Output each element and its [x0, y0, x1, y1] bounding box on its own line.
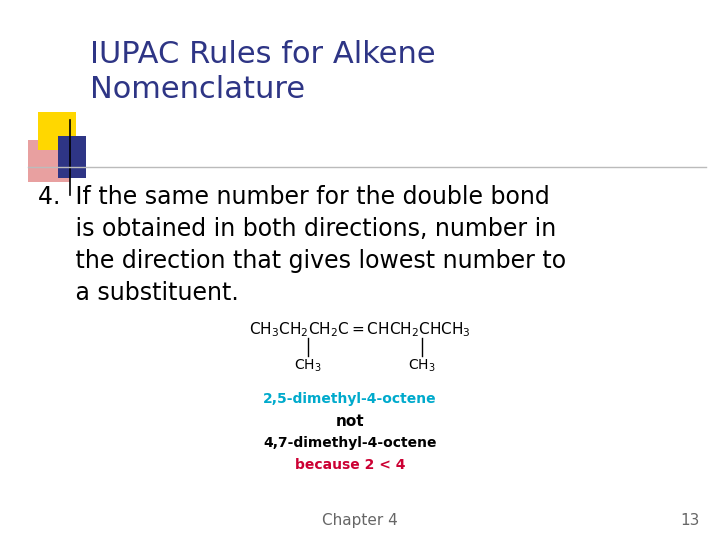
Text: $\mathregular{CH_3}$: $\mathregular{CH_3}$ [408, 358, 436, 374]
Text: 13: 13 [680, 513, 700, 528]
Text: Nomenclature: Nomenclature [90, 75, 305, 104]
Text: 4,7-dimethyl-4-octene: 4,7-dimethyl-4-octene [264, 436, 437, 450]
Text: the direction that gives lowest number to: the direction that gives lowest number t… [38, 249, 566, 273]
Text: Chapter 4: Chapter 4 [322, 513, 398, 528]
Text: not: not [336, 414, 364, 429]
Text: 4.  If the same number for the double bond: 4. If the same number for the double bon… [38, 185, 550, 209]
Text: a substituent.: a substituent. [38, 281, 239, 305]
Text: $\mathregular{CH_3CH_2CH_2C{=}CHCH_2CHCH_3}$: $\mathregular{CH_3CH_2CH_2C{=}CHCH_2CHCH… [249, 321, 471, 339]
Text: IUPAC Rules for Alkene: IUPAC Rules for Alkene [90, 40, 436, 69]
Text: because 2 < 4: because 2 < 4 [294, 458, 405, 472]
Text: 2,5-dimethyl-4-octene: 2,5-dimethyl-4-octene [264, 392, 437, 406]
Bar [38, 112, 76, 150]
Text: is obtained in both directions, number in: is obtained in both directions, number i… [38, 217, 557, 241]
Bar [58, 136, 86, 178]
Text: $\mathregular{CH_3}$: $\mathregular{CH_3}$ [294, 358, 322, 374]
Bar [28, 140, 70, 182]
